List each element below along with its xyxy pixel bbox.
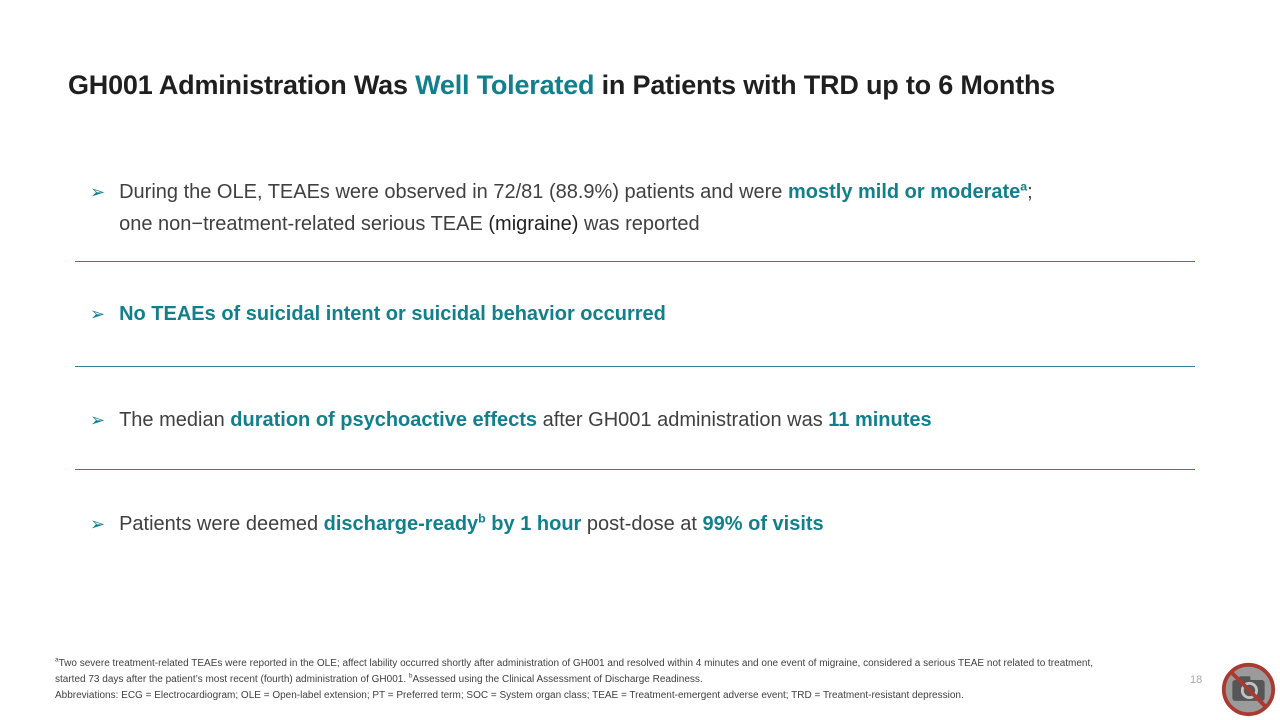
- arrow-bullet-icon: ➢: [90, 304, 106, 324]
- section-divider: [75, 366, 1195, 367]
- bullet-text: No TEAEs of suicidal intent or suicidal …: [119, 303, 666, 325]
- bullet-text: During the OLE, TEAEs were observed in 7…: [119, 179, 1033, 235]
- footnote-line: aTwo severe treatment-related TEAEs were…: [55, 656, 1094, 669]
- bullet-item-discharge-readiness: ➢ Patients were deemed discharge-readyb …: [90, 508, 1209, 540]
- page-number: 18: [1190, 674, 1203, 686]
- bullet-item-teae-summary: ➢ During the OLE, TEAEs were observed in…: [90, 176, 1059, 240]
- section-divider: [75, 261, 1195, 262]
- arrow-bullet-icon: ➢: [90, 410, 106, 430]
- bullet-text: Patients were deemed discharge-readyb by…: [119, 511, 824, 535]
- footnote-line: Abbreviations: ECG = Electrocardiogram; …: [55, 690, 964, 701]
- slide-title: GH001 Administration Was Well Tolerated …: [68, 70, 1056, 101]
- footnotes: aTwo severe treatment-related TEAEs were…: [55, 656, 1205, 704]
- no-camera-redacted-logo-icon: [1220, 661, 1277, 718]
- footnote-line: started 73 days after the patient’s most…: [55, 672, 703, 685]
- arrow-bullet-icon: ➢: [90, 514, 106, 534]
- section-divider: [75, 469, 1195, 470]
- bullet-text: The median duration of psychoactive effe…: [119, 409, 932, 431]
- arrow-bullet-icon: ➢: [90, 182, 106, 202]
- bullet-item-suicidality: ➢ No TEAEs of suicidal intent or suicida…: [90, 298, 1209, 330]
- bullet-item-psychoactive-duration: ➢ The median duration of psychoactive ef…: [90, 404, 1209, 436]
